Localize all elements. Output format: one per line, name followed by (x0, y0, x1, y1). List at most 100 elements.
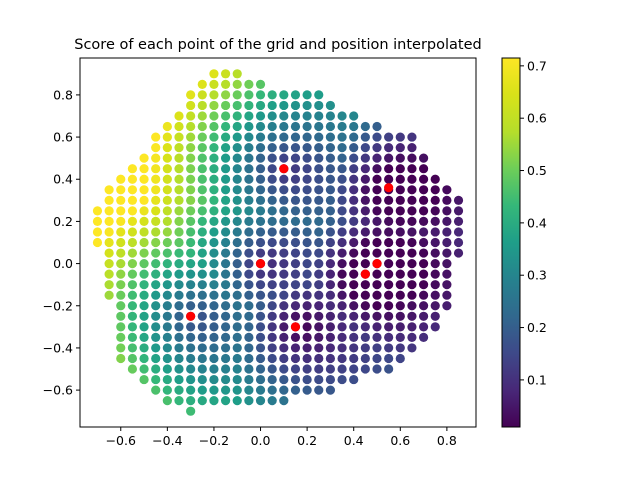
grid-point (92, 227, 103, 237)
grid-point (197, 322, 207, 332)
grid-point (244, 269, 254, 279)
grid-point (279, 143, 289, 153)
grid-point (139, 164, 149, 174)
grid-point (209, 174, 219, 184)
grid-point (384, 143, 394, 153)
grid-point (314, 353, 324, 364)
grid-point (116, 332, 126, 342)
grid-point (430, 237, 440, 248)
grid-point (325, 143, 336, 153)
grid-point (209, 100, 219, 111)
grid-point (162, 332, 172, 342)
grid-point (314, 206, 324, 216)
grid-point (290, 216, 301, 227)
grid-point (197, 121, 207, 132)
grid-point (290, 385, 301, 395)
grid-point (430, 206, 440, 216)
grid-point (244, 185, 254, 195)
grid-point (232, 216, 242, 227)
grid-point (139, 353, 149, 364)
grid-point (453, 216, 464, 227)
grid-point (337, 153, 347, 163)
grid-point (442, 290, 452, 300)
grid-point (325, 100, 336, 111)
grid-point (279, 269, 289, 279)
interpolated-point (290, 322, 301, 332)
grid-point (314, 132, 324, 142)
grid-point (279, 195, 289, 205)
grid-point (267, 100, 277, 111)
grid-point (197, 290, 207, 300)
grid-point (127, 164, 138, 174)
grid-point (314, 385, 324, 395)
grid-point (244, 258, 254, 269)
grid-point (384, 290, 394, 300)
grid-point (325, 195, 336, 205)
grid-point (244, 237, 254, 248)
grid-point (302, 353, 312, 364)
grid-point (162, 164, 172, 174)
grid-point (418, 195, 429, 205)
grid-point (244, 332, 254, 342)
grid-point (314, 374, 324, 385)
grid-point (232, 195, 242, 205)
grid-point (232, 353, 242, 364)
grid-point (162, 311, 172, 321)
grid-point (186, 90, 196, 100)
grid-point (325, 364, 336, 374)
grid-point (104, 216, 114, 227)
grid-point (151, 195, 161, 205)
grid-point (151, 216, 161, 227)
grid-point (244, 164, 254, 174)
grid-point (220, 343, 231, 353)
grid-point (255, 164, 266, 174)
grid-point (244, 364, 254, 374)
grid-point (209, 343, 219, 353)
grid-point (325, 374, 336, 385)
grid-point (104, 227, 114, 237)
grid-point (349, 111, 359, 121)
grid-point (384, 227, 394, 237)
grid-point (384, 237, 394, 248)
grid-point (418, 269, 429, 279)
grid-point (162, 353, 172, 364)
grid-point (302, 111, 312, 121)
grid-point (418, 258, 429, 269)
grid-point (197, 164, 207, 174)
grid-point (384, 343, 394, 353)
grid-point (337, 374, 347, 385)
grid-point (290, 90, 301, 100)
grid-point (244, 90, 254, 100)
grid-point (267, 174, 277, 184)
grid-point (151, 164, 161, 174)
grid-point (302, 364, 312, 374)
grid-point (360, 332, 370, 342)
grid-point (220, 111, 231, 121)
grid-point (174, 237, 184, 248)
grid-point (372, 153, 382, 163)
grid-point (162, 121, 172, 132)
grid-point (127, 332, 138, 342)
grid-point (186, 164, 196, 174)
grid-point (186, 153, 196, 163)
grid-point (186, 353, 196, 364)
grid-point (244, 174, 254, 184)
grid-point (232, 121, 242, 132)
grid-point (244, 227, 254, 237)
grid-point (209, 153, 219, 163)
grid-point (162, 269, 172, 279)
grid-point (220, 100, 231, 111)
grid-point (255, 237, 266, 248)
grid-point (302, 121, 312, 132)
grid-point (279, 343, 289, 353)
grid-point (127, 280, 138, 290)
grid-point (209, 164, 219, 174)
grid-point (279, 174, 289, 184)
grid-point (244, 311, 254, 321)
grid-point (209, 195, 219, 205)
grid-point (349, 311, 359, 321)
grid-point (290, 364, 301, 374)
grid-point (395, 237, 405, 248)
grid-point (139, 216, 149, 227)
